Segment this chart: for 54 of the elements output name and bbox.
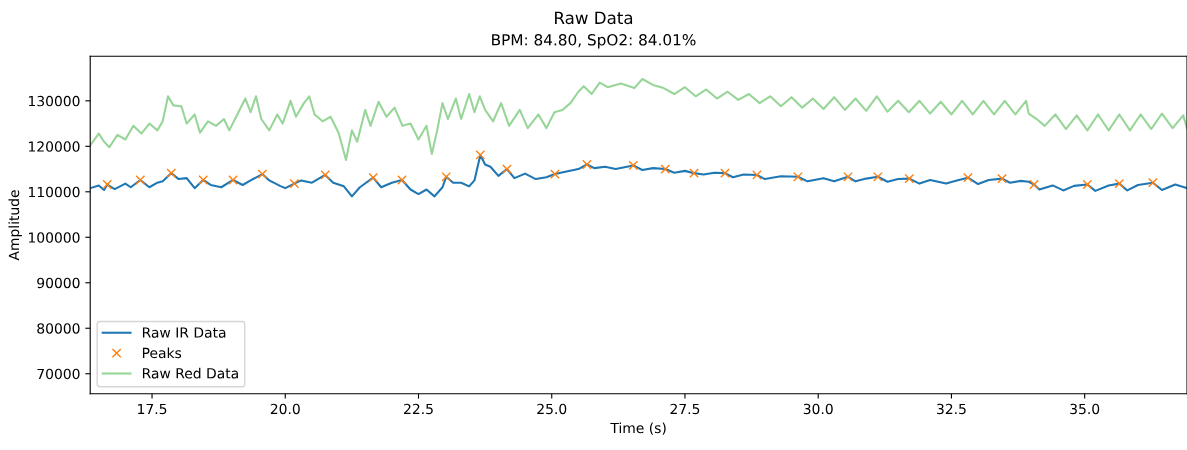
x-tick-label: 22.5 <box>404 403 433 415</box>
point <box>1082 179 1093 190</box>
y-tick-label: 90000 <box>37 277 80 289</box>
point <box>1029 179 1039 190</box>
point <box>997 173 1007 184</box>
point <box>904 173 915 184</box>
x-tick-label: 25.0 <box>537 403 567 415</box>
chart-title: Raw Data <box>555 11 633 25</box>
y-tick-label: 110000 <box>28 186 80 198</box>
point <box>689 168 699 179</box>
point <box>257 169 268 179</box>
y-tick-label: 70000 <box>37 368 80 380</box>
chart-subtitle: BPM: 84.80, SpO2: 84.01% <box>492 34 696 49</box>
point <box>873 171 883 182</box>
point <box>1114 178 1125 189</box>
y-tick-label: 100000 <box>28 232 80 243</box>
legend-label: Raw IR Data <box>142 327 226 338</box>
point <box>843 171 853 182</box>
point <box>475 150 486 160</box>
point <box>660 164 671 174</box>
point <box>582 159 592 170</box>
y-tick-label: 130000 <box>28 95 80 107</box>
point <box>166 168 177 179</box>
point <box>135 175 146 185</box>
point <box>228 175 238 185</box>
point <box>502 164 512 174</box>
point <box>441 171 452 182</box>
x-tick-label: 20.0 <box>270 403 300 415</box>
point <box>320 170 331 180</box>
x-tick-label: 17.5 <box>138 403 167 415</box>
point <box>963 172 973 183</box>
point <box>289 178 300 189</box>
x-tick-label: 32.5 <box>937 403 966 415</box>
point <box>793 171 803 182</box>
point <box>102 179 113 190</box>
x-axis-title: Time (s) <box>610 422 666 435</box>
line-series <box>90 77 1187 161</box>
point <box>720 168 730 179</box>
x-tick-label: 27.5 <box>670 403 700 415</box>
x-tick-label: 30.0 <box>803 403 833 415</box>
y-tick-label: 120000 <box>28 141 80 152</box>
point <box>397 175 407 185</box>
point <box>628 160 639 171</box>
y-axis-title: Amplitude <box>8 190 22 261</box>
point <box>752 170 762 180</box>
legend-label: Raw Red Data <box>142 367 238 379</box>
point <box>1148 177 1158 188</box>
legend-label: Peaks <box>142 347 182 359</box>
y-tick-label: 80000 <box>37 323 80 334</box>
line-series <box>90 153 1187 198</box>
point <box>198 175 209 185</box>
x-tick-label: 35.0 <box>1070 403 1100 415</box>
point <box>368 172 379 183</box>
point <box>550 169 560 179</box>
